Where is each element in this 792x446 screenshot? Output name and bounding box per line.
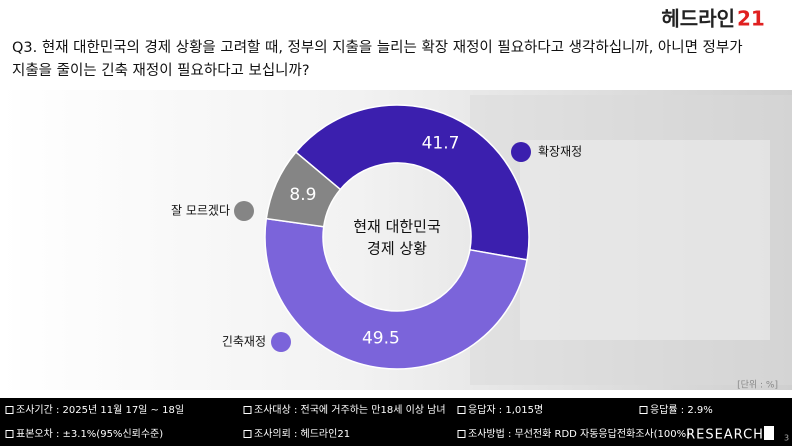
data-label: 41.7: [422, 134, 460, 154]
footer-items: 조사기간 : 2025년 11월 17일 ~ 18일 조사대상 : 전국에 거주하…: [5, 403, 713, 440]
footer-bullet: [243, 406, 252, 414]
legend-label: 확장재정: [538, 145, 582, 159]
footer-item: 조사대상 : 전국에 거주하는 만18세 이상 남녀: [254, 403, 446, 416]
footer-logo: RESEARCH: [686, 428, 764, 443]
footer-bullet: [5, 406, 14, 414]
legend-marker: [511, 142, 531, 162]
page-number: 3: [784, 434, 789, 443]
logo-icon: [764, 426, 774, 440]
footer-item: 조사기간 : 2025년 11월 17일 ~ 18일: [16, 404, 184, 416]
footer-item: 표본오차 : ±3.1%(95%신뢰수준): [16, 428, 163, 440]
legend-marker: [234, 201, 254, 221]
question-line: 지출을 줄이는 긴축 재정이 필요하다고 보십니까?: [12, 62, 310, 79]
photo-screen: [520, 140, 770, 340]
footer-bullet: [639, 406, 648, 414]
footer-item: 응답자 : 1,015명: [468, 404, 543, 416]
data-label: 8.9: [289, 185, 316, 205]
center-label: 현재 대한민국: [353, 218, 441, 236]
footer-bullet: [457, 430, 466, 438]
question-line: Q3. 현재 대한민국의 경제 상황을 고려할 때, 정부의 지출을 늘리는 확…: [12, 39, 743, 56]
legend-label: 긴축재정: [222, 335, 266, 349]
footer-item: 응답률 : 2.9%: [650, 404, 713, 416]
donut-segment: [294, 104, 530, 261]
unit-note: [단위 : %]: [737, 380, 778, 391]
brand-number: 21: [737, 7, 765, 31]
footer-bullet: [243, 430, 252, 438]
donut-segment: [264, 217, 528, 370]
footer: [0, 398, 792, 446]
footer-bullet: [5, 430, 14, 438]
center-label: 경제 상황: [367, 240, 427, 258]
legend-label: 잘 모르겠다: [171, 204, 230, 218]
footer-item: 조사의뢰 : 헤드라인21: [254, 428, 350, 440]
data-label: 49.5: [362, 329, 400, 349]
legend-marker: [271, 332, 291, 352]
donut-segment: [265, 151, 342, 228]
brand-name: 헤드라인: [661, 7, 735, 31]
footer-item: 조사방법 : 무선전화 RDD 자동응답전화조사(100%): [468, 428, 690, 440]
footer-bullet: [457, 406, 466, 414]
